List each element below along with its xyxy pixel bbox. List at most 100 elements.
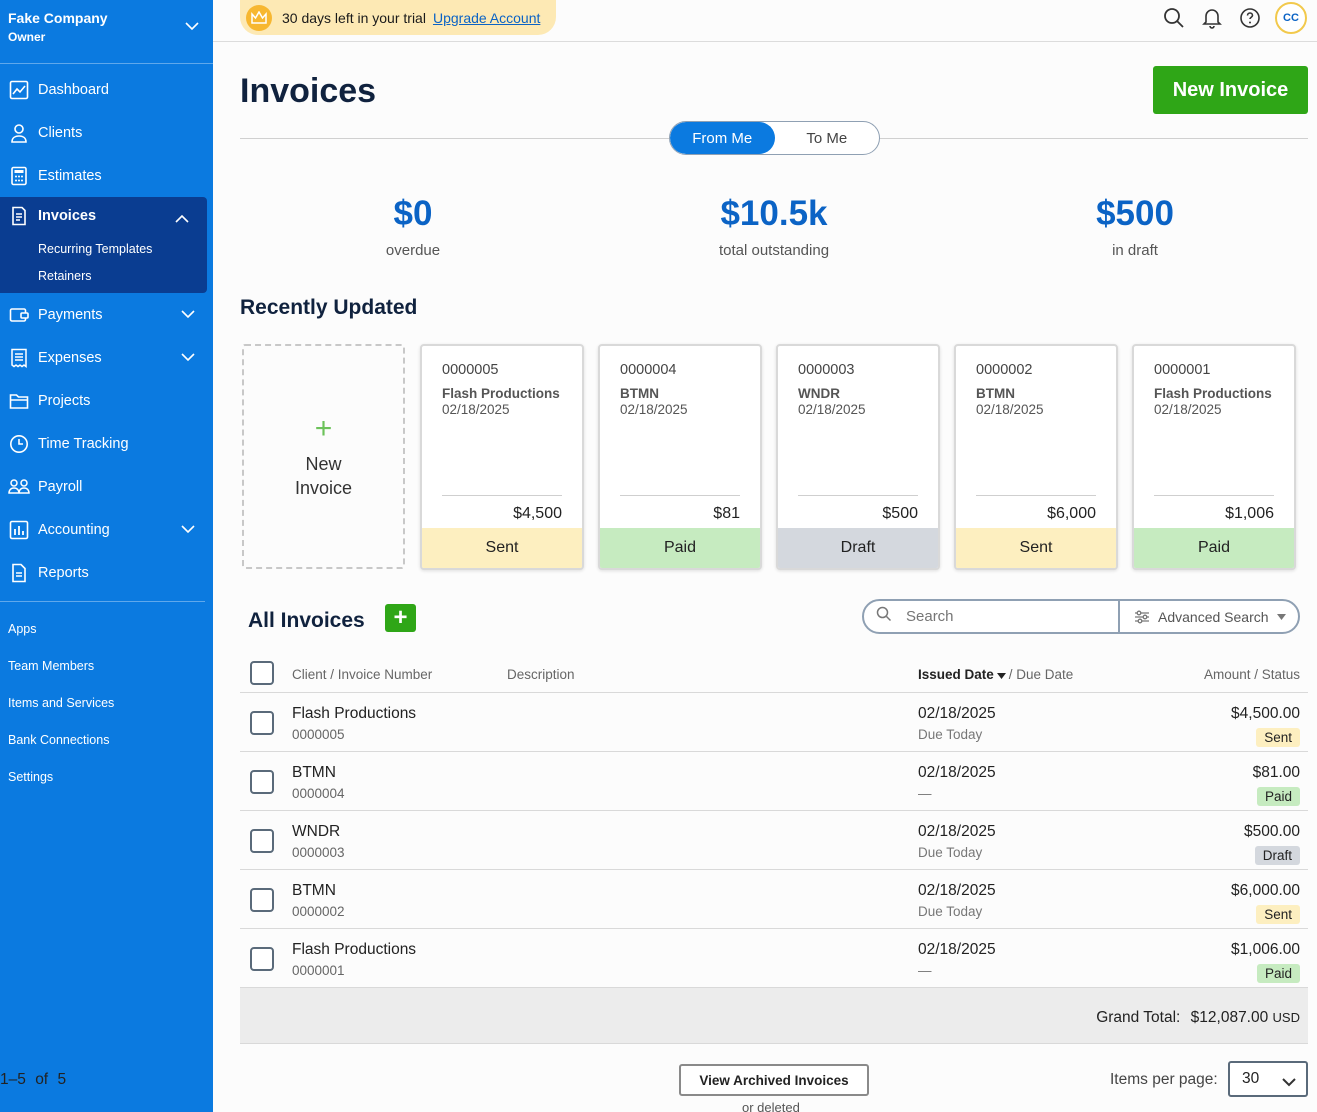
chart-icon: [8, 79, 30, 101]
sidebar-divider: [0, 601, 205, 602]
table-row[interactable]: Flash Productions 0000005 02/18/2025 Due…: [240, 693, 1308, 752]
pagination-range: 1–5 of 5: [0, 1071, 66, 1089]
nav-invoices[interactable]: Invoices: [0, 197, 207, 235]
grand-total-value: $12,087.00: [1190, 1009, 1269, 1026]
card-amount: $500: [882, 505, 918, 522]
nav-reports[interactable]: Reports: [0, 551, 213, 594]
person-icon: [8, 122, 30, 144]
header-issued-date[interactable]: Issued Date: [918, 667, 994, 682]
row-due-date: Due Today: [918, 727, 983, 742]
new-invoice-button[interactable]: New Invoice: [1153, 66, 1308, 114]
row-checkbox[interactable]: [250, 711, 274, 735]
search-bar: Advanced Search: [862, 599, 1300, 634]
row-amount: $81.00: [1252, 764, 1300, 781]
nav-label: Reports: [38, 564, 89, 581]
row-checkbox[interactable]: [250, 770, 274, 794]
company-switcher[interactable]: Fake Company Owner: [0, 0, 213, 64]
row-issued-date: 02/18/2025: [918, 882, 996, 899]
nav-team-members[interactable]: Team Members: [8, 658, 95, 673]
chevron-down-icon: [185, 18, 199, 36]
nav-clients[interactable]: Clients: [0, 111, 213, 154]
advanced-search-button[interactable]: Advanced Search: [1118, 601, 1298, 632]
header-due-date[interactable]: / Due Date: [1008, 667, 1074, 682]
upgrade-account-link[interactable]: Upgrade Account: [432, 9, 541, 26]
search-input[interactable]: [906, 608, 1116, 625]
invoice-card[interactable]: 0000002 BTMN 02/18/2025 $6,000 Sent: [954, 344, 1118, 570]
add-invoice-button[interactable]: +: [385, 604, 416, 632]
new-invoice-card[interactable]: + New Invoice: [242, 344, 405, 569]
search-icon[interactable]: [1161, 5, 1187, 31]
status-badge: Sent: [1256, 905, 1300, 924]
stat-draft[interactable]: $500 in draft: [1025, 194, 1245, 259]
header-amount-status[interactable]: Amount / Status: [1203, 667, 1300, 682]
table-row[interactable]: BTMN 0000004 02/18/2025 — $81.00 Paid: [240, 752, 1308, 811]
view-archived-button[interactable]: View Archived Invoices: [679, 1064, 869, 1096]
bell-icon[interactable]: [1199, 5, 1225, 31]
stat-outstanding[interactable]: $10.5k total outstanding: [664, 194, 884, 259]
nav-accounting[interactable]: Accounting: [0, 508, 213, 551]
nav-label: Invoices: [38, 208, 97, 224]
card-client: WNDR: [798, 386, 840, 401]
nav-items-and-services[interactable]: Items and Services: [8, 695, 115, 710]
nav-recurring-templates[interactable]: Recurring Templates: [38, 241, 153, 256]
card-invoice-number: 0000005: [442, 362, 499, 378]
calculator-icon: [8, 165, 30, 187]
toggle-to-me[interactable]: To Me: [806, 129, 848, 147]
nav-label: Dashboard: [38, 81, 109, 98]
stat-label: total outstanding: [718, 242, 830, 259]
trial-text: 30 days left in your trial: [282, 9, 426, 26]
row-checkbox[interactable]: [250, 947, 274, 971]
card-invoice-number: 0000003: [798, 362, 855, 378]
nav-apps[interactable]: Apps: [8, 621, 37, 636]
nav-dashboard[interactable]: Dashboard: [0, 68, 213, 111]
nav-projects[interactable]: Projects: [0, 379, 213, 422]
recent-cards: + New Invoice 0000005 Flash Productions …: [242, 344, 1308, 570]
nav-time-tracking[interactable]: Time Tracking: [0, 422, 213, 465]
header-client-invoice[interactable]: Client / Invoice Number: [292, 667, 433, 682]
avatar[interactable]: CC: [1275, 2, 1307, 34]
table-row[interactable]: Flash Productions 0000001 02/18/2025 — $…: [240, 929, 1308, 988]
page-title: Invoices: [240, 72, 377, 110]
invoice-card[interactable]: 0000001 Flash Productions 02/18/2025 $1,…: [1132, 344, 1296, 570]
row-checkbox[interactable]: [250, 888, 274, 912]
row-invoice-number: 0000002: [292, 904, 345, 919]
invoice-card[interactable]: 0000005 Flash Productions 02/18/2025 $4,…: [420, 344, 584, 570]
nav-retainers[interactable]: Retainers: [38, 268, 92, 283]
table-row[interactable]: WNDR 0000003 02/18/2025 Due Today $500.0…: [240, 811, 1308, 870]
card-amount: $6,000: [1047, 505, 1096, 522]
card-client: Flash Productions: [442, 386, 560, 401]
stat-value: $500: [1096, 194, 1174, 233]
topbar: 30 days left in your trial Upgrade Accou…: [213, 0, 1317, 42]
nav-label: Expenses: [38, 349, 102, 366]
card-divider: [620, 495, 740, 496]
recently-updated-title: Recently Updated: [240, 296, 418, 319]
invoice-card[interactable]: 0000004 BTMN 02/18/2025 $81 Paid: [598, 344, 762, 570]
table-row[interactable]: BTMN 0000002 02/18/2025 Due Today $6,000…: [240, 870, 1308, 929]
toggle-from-me[interactable]: From Me: [670, 122, 775, 154]
nav-payments[interactable]: Payments: [0, 293, 213, 336]
nav-label: Accounting: [38, 521, 110, 538]
select-all-checkbox[interactable]: [250, 661, 274, 685]
grand-total: Grand Total: $12,087.00 USD: [1096, 1009, 1300, 1027]
nav-settings[interactable]: Settings: [8, 769, 54, 784]
nav-payroll[interactable]: Payroll: [0, 465, 213, 508]
nav-bank-connections[interactable]: Bank Connections: [8, 732, 110, 747]
items-per-page-select[interactable]: 30: [1228, 1061, 1308, 1097]
row-invoice-number: 0000004: [292, 786, 345, 801]
row-amount: $6,000.00: [1231, 882, 1300, 899]
all-invoices-title: All Invoices: [248, 609, 365, 632]
card-invoice-number: 0000004: [620, 362, 677, 378]
nav-expenses[interactable]: Expenses: [0, 336, 213, 379]
stat-label: overdue: [385, 242, 441, 259]
nav-estimates[interactable]: Estimates: [0, 154, 213, 197]
row-issued-date: 02/18/2025: [918, 823, 996, 840]
row-client: Flash Productions: [292, 941, 417, 958]
row-checkbox[interactable]: [250, 829, 274, 853]
invoice-card[interactable]: 0000003 WNDR 02/18/2025 $500 Draft: [776, 344, 940, 570]
help-icon[interactable]: [1237, 5, 1263, 31]
sliders-icon: [1134, 610, 1150, 624]
receipt-icon: [8, 347, 30, 369]
stat-overdue[interactable]: $0 overdue: [303, 194, 523, 259]
card-divider: [976, 495, 1096, 496]
header-description[interactable]: Description: [507, 667, 575, 682]
